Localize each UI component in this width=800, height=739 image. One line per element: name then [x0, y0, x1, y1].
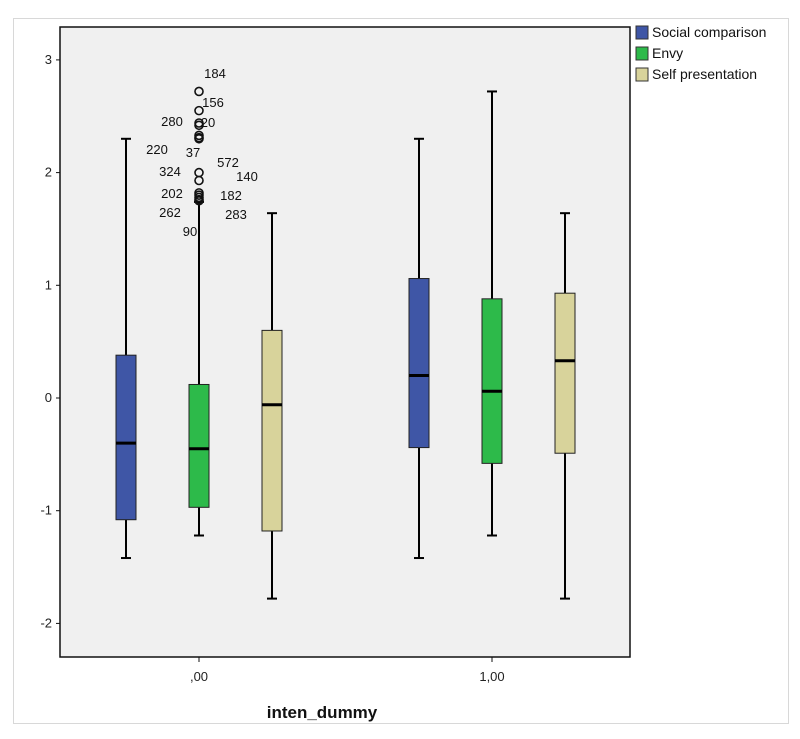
plot-area — [59, 26, 631, 658]
x-tick-label: 1,00 — [479, 669, 504, 684]
box-envy — [481, 298, 503, 464]
legend-label: Envy — [652, 45, 683, 61]
y-tick-label: 0 — [45, 390, 52, 405]
outlier-label: 37 — [186, 145, 200, 160]
x-axis-label: inten_dummy — [267, 703, 378, 722]
box-self-presentation — [261, 329, 283, 532]
outlier-point — [194, 120, 204, 131]
outlier-label: 20 — [201, 115, 215, 130]
legend-swatch — [635, 46, 649, 61]
outlier-label: 572 — [217, 155, 239, 170]
outlier-point — [194, 105, 204, 116]
outlier-point — [194, 175, 204, 186]
y-tick-label: 2 — [45, 165, 52, 180]
legend-swatch — [635, 25, 649, 40]
box-social-comparison — [408, 278, 430, 449]
outlier-label: 202 — [161, 186, 183, 201]
box-social-comparison — [115, 354, 137, 521]
y-tick-label: -1 — [40, 503, 52, 518]
legend-swatch — [635, 67, 649, 82]
y-tick-label: 3 — [45, 52, 52, 67]
outlier-label: 156 — [202, 95, 224, 110]
outlier-label: 182 — [220, 188, 242, 203]
outlier-point — [194, 195, 204, 206]
outlier-label: 140 — [236, 169, 258, 184]
outlier-label: 220 — [146, 142, 168, 157]
legend-label: Social comparison — [652, 24, 766, 40]
outlier-label: 280 — [161, 114, 183, 129]
y-tick-label: 1 — [45, 277, 52, 292]
x-tick-label: ,00 — [190, 669, 208, 684]
outlier-label: 283 — [225, 207, 247, 222]
outlier-label: 262 — [159, 205, 181, 220]
box-self-presentation — [554, 292, 576, 454]
outlier-label: 90 — [183, 224, 197, 239]
outlier-label: 184 — [204, 66, 226, 81]
outlier-point — [194, 133, 204, 144]
outlier-point — [194, 86, 204, 97]
outlier-label: 324 — [159, 164, 181, 179]
box-envy — [188, 383, 210, 508]
y-tick-label: -2 — [40, 615, 52, 630]
chart-frame — [13, 18, 789, 724]
legend-label: Self presentation — [652, 66, 757, 82]
